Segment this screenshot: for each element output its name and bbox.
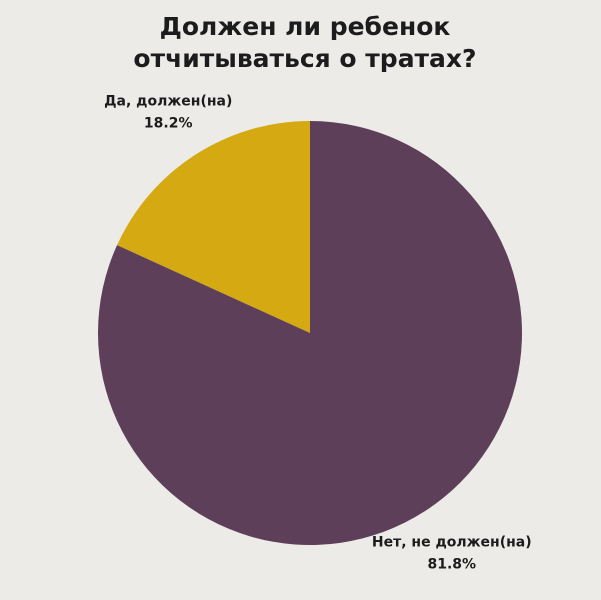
chart-title: Должен ли ребенок — [160, 12, 451, 41]
chart-title: отчитываться о тратах? — [133, 44, 476, 73]
slice-label: Нет, не должен(на) — [372, 534, 532, 550]
pie-slice — [117, 121, 311, 333]
slice-label: Да, должен(на) — [104, 94, 232, 110]
value-label: 81.8% — [427, 556, 476, 572]
pie-slice — [98, 121, 523, 545]
value-label: 18.2% — [144, 116, 193, 132]
